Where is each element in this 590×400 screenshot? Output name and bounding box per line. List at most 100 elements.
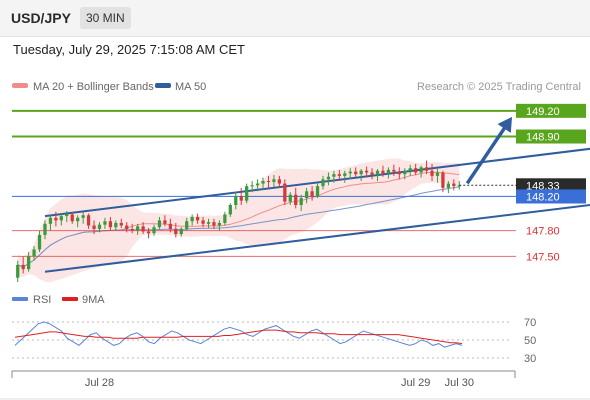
candle-body [370,172,374,176]
candle-body [223,214,227,223]
candle [190,214,194,226]
candle [299,194,303,211]
candle [386,167,391,179]
rsi-tick-label: 50 [524,335,536,347]
candle [32,246,36,261]
candle [206,218,211,229]
pivot-label-front: 148.20 [526,191,560,203]
candle-body [332,174,336,177]
candle-body [157,220,162,228]
candle-body [54,217,58,221]
candle [86,213,91,229]
projection-arrow-shaft [465,124,508,185]
candle-body [16,264,20,278]
rsi-panel: 70 50 30 [12,317,536,365]
candle-body [381,170,385,174]
candle [234,192,238,210]
candle [217,220,222,231]
candle-body [250,185,254,187]
candle-body [354,171,358,175]
candle-body [397,171,401,175]
candle-body [408,168,412,171]
candle [354,167,358,178]
rsi-line [14,321,463,348]
candle [223,211,227,226]
candle-body [228,204,232,215]
candle-body [375,170,380,176]
candle-body [446,183,451,188]
datetime-label: Tuesday, July 29, 2025 7:15:08 AM CET [13,42,245,57]
candle [414,163,418,176]
candle [397,167,401,180]
candle-body [146,231,151,234]
candle-body [414,168,418,173]
ma20-legend-label: MA 20 + Bollinger Bands [33,81,154,93]
candle [446,181,451,193]
time-axis-label: Jul 29 [401,377,430,389]
ma50-legend-label: MA 50 [175,81,206,93]
candle [403,168,407,180]
candle [452,179,456,191]
candle [212,218,216,229]
candle-body [392,169,396,172]
price-panel: 149.20148.90148.20147.80147.50148.33148.… [12,103,590,283]
candle [130,223,134,234]
candle [364,166,369,178]
candle-body [108,221,113,228]
candle [108,216,113,231]
candle [16,260,20,282]
candle [408,164,412,176]
candle [48,215,53,231]
candle [370,168,374,180]
candle-body [343,173,347,176]
candle [419,165,423,178]
candle-body [452,183,456,187]
candle [70,211,74,224]
candle-body [294,194,298,205]
last-price-tag [516,178,586,193]
timeframe-badge[interactable]: 30 MIN [80,7,131,29]
candle-body [32,249,36,257]
candle [141,222,145,235]
candle-body [185,221,189,229]
level-label-147.50: 147.50 [526,251,560,263]
candle [441,170,445,193]
candle [92,220,96,235]
candle-body [152,227,156,234]
candle [146,228,151,239]
candle-body [217,222,222,226]
candle-body [81,215,85,218]
candle [21,256,25,274]
candle-body [359,170,363,175]
candle-body [86,215,91,226]
trend-line-upper [44,147,590,218]
candle-body [272,179,276,182]
candle-body [179,228,183,235]
candle [174,222,178,238]
candle [195,213,200,224]
candle-body [386,169,391,174]
candle [305,187,309,204]
candle [424,160,429,175]
candle-body [59,216,63,221]
trend-line-lower [44,203,590,273]
candle-body [245,186,249,201]
candle [348,168,352,180]
level-label-147.80: 147.80 [526,226,560,238]
candle-body [76,217,80,222]
candle [343,170,347,183]
candle-body [424,167,429,171]
time-axis: Jul 28 Jul 29 Jul 30 [0,370,590,400]
legend: MA 20 + Bollinger Bands MA 50 Research ©… [12,81,581,93]
rsi-tick-label: 70 [524,317,536,329]
candle-body [283,183,287,202]
candle-body [299,198,303,205]
candle-body [70,214,74,222]
candle-body [43,223,47,235]
rsi-tick-label: 30 [524,353,536,365]
candle-body [103,221,107,225]
candle-body [206,222,211,224]
candle-body [136,226,140,231]
candle [119,218,123,229]
